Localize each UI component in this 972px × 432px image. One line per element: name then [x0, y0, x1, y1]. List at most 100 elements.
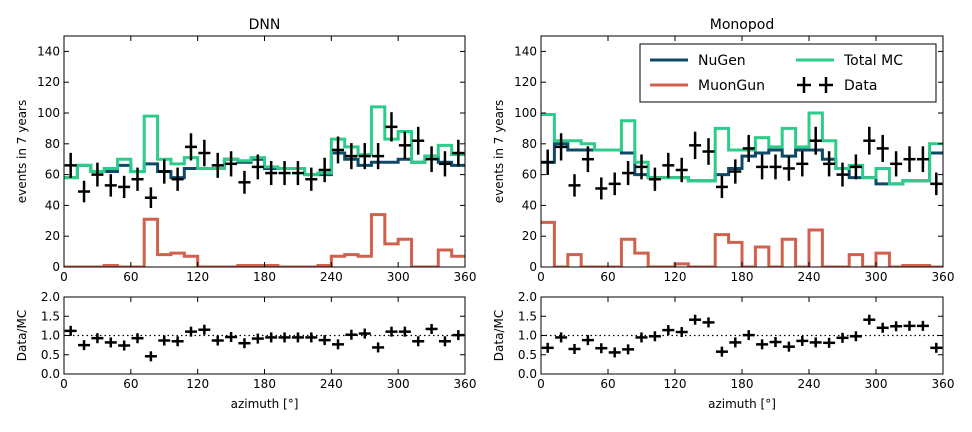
data-point — [385, 112, 398, 142]
data-point — [849, 154, 862, 180]
ratio-point — [635, 332, 648, 343]
y-tick-label: 60 — [522, 168, 537, 182]
plot-area — [541, 111, 943, 267]
ratio-point — [849, 331, 862, 342]
ratio-point — [836, 332, 849, 343]
data-point — [541, 149, 554, 175]
x-tick-label: 180 — [731, 377, 754, 391]
data-point — [876, 134, 889, 162]
ratio-point — [425, 323, 438, 334]
x-tick-label: 360 — [454, 270, 477, 284]
ratio-point — [358, 328, 371, 339]
ratio-point — [541, 342, 554, 353]
ratio-point — [863, 314, 876, 325]
y-tick-label: 2.0 — [518, 290, 537, 304]
ratio-point — [171, 336, 184, 347]
legend-label: NuGen — [698, 53, 746, 69]
y-tick-label: 2.0 — [41, 290, 60, 304]
data-point — [158, 159, 171, 184]
y-axis-label: Data/MC — [15, 310, 29, 361]
data-point — [318, 157, 331, 183]
data-point — [608, 172, 621, 196]
data-point — [769, 154, 782, 180]
x-tick-label: 0 — [60, 377, 68, 391]
legend-frame — [639, 43, 937, 103]
x-tick-label: 180 — [253, 270, 276, 284]
muongun-step-line — [541, 220, 943, 267]
ratio-point — [876, 322, 889, 333]
data-point — [171, 167, 184, 191]
data-point — [568, 174, 581, 197]
ratio-point — [318, 335, 331, 346]
y-tick-label: 0.5 — [518, 348, 537, 362]
data-point — [729, 159, 742, 184]
x-tick-label: 120 — [664, 270, 687, 284]
data-point — [372, 143, 385, 170]
data-point — [291, 161, 304, 186]
ratio-point — [903, 320, 916, 331]
data-point — [916, 146, 929, 173]
y-tick-label: 1.0 — [41, 329, 60, 343]
ratio-point — [648, 331, 661, 342]
muongun-step-line — [64, 213, 465, 267]
ratio-point — [64, 325, 77, 336]
data-point — [131, 167, 144, 191]
ratio-point — [675, 327, 688, 338]
x-tick-label: 60 — [600, 377, 615, 391]
ratio-point — [345, 329, 358, 340]
ratio-point — [291, 332, 304, 343]
data-point — [622, 161, 635, 186]
x-axis-label: azimuth [°] — [231, 397, 299, 411]
data-point — [265, 161, 278, 186]
data-point — [581, 146, 594, 173]
y-tick-label: 100 — [514, 106, 537, 120]
data-point — [903, 146, 916, 173]
data-point — [715, 175, 728, 199]
ratio-point — [385, 326, 398, 337]
ratio-point — [930, 342, 943, 353]
x-tick-label: 0 — [537, 377, 545, 391]
ratio-point — [372, 342, 385, 353]
y-tick-label: 40 — [45, 198, 60, 212]
ratio-point — [689, 314, 702, 325]
y-axis-label: Data/MC — [492, 310, 506, 361]
axes-frame — [540, 296, 944, 375]
data-point — [452, 139, 465, 167]
data-point — [702, 138, 715, 165]
y-tick-label: 0.0 — [518, 367, 537, 381]
data-point — [251, 154, 264, 180]
ratio-point — [823, 337, 836, 348]
data-point — [438, 151, 451, 177]
data-point — [345, 143, 358, 170]
legend-label: Total MC — [843, 53, 903, 69]
panel-bottom-right: 0.0 0.5 1.0 1.5 2.0 0 60 120 180 240 300 360 azimuth… — [492, 290, 954, 411]
data-point — [305, 167, 318, 191]
x-tick-label: 360 — [932, 377, 955, 391]
x-tick-label: 180 — [731, 270, 754, 284]
x-tick-label: 0 — [60, 270, 68, 284]
data-point — [238, 170, 251, 194]
data-point — [398, 131, 411, 160]
data-point — [225, 151, 238, 177]
data-point — [184, 133, 197, 161]
ratio-point — [78, 340, 91, 351]
data-point — [648, 167, 661, 191]
legend-item: MuonGun — [650, 78, 765, 94]
data-point — [358, 143, 371, 170]
x-tick-label: 120 — [186, 377, 209, 391]
panel-title: Monopod — [710, 17, 774, 33]
ratio-point — [225, 332, 238, 343]
data-point — [64, 152, 77, 178]
legend-label: MuonGun — [698, 78, 765, 94]
y-tick-label: 60 — [45, 168, 60, 182]
x-tick-label: 240 — [320, 377, 343, 391]
data-point — [930, 172, 943, 196]
legend: NuGen Total MC MuonGun Data — [639, 43, 937, 103]
y-tick-label: 20 — [45, 229, 60, 243]
ratio-point — [796, 335, 809, 346]
y-tick-label: 20 — [522, 229, 537, 243]
data-point — [425, 146, 438, 173]
data-point — [662, 152, 675, 178]
ratio-point — [581, 335, 594, 346]
ratio-point — [702, 317, 715, 328]
